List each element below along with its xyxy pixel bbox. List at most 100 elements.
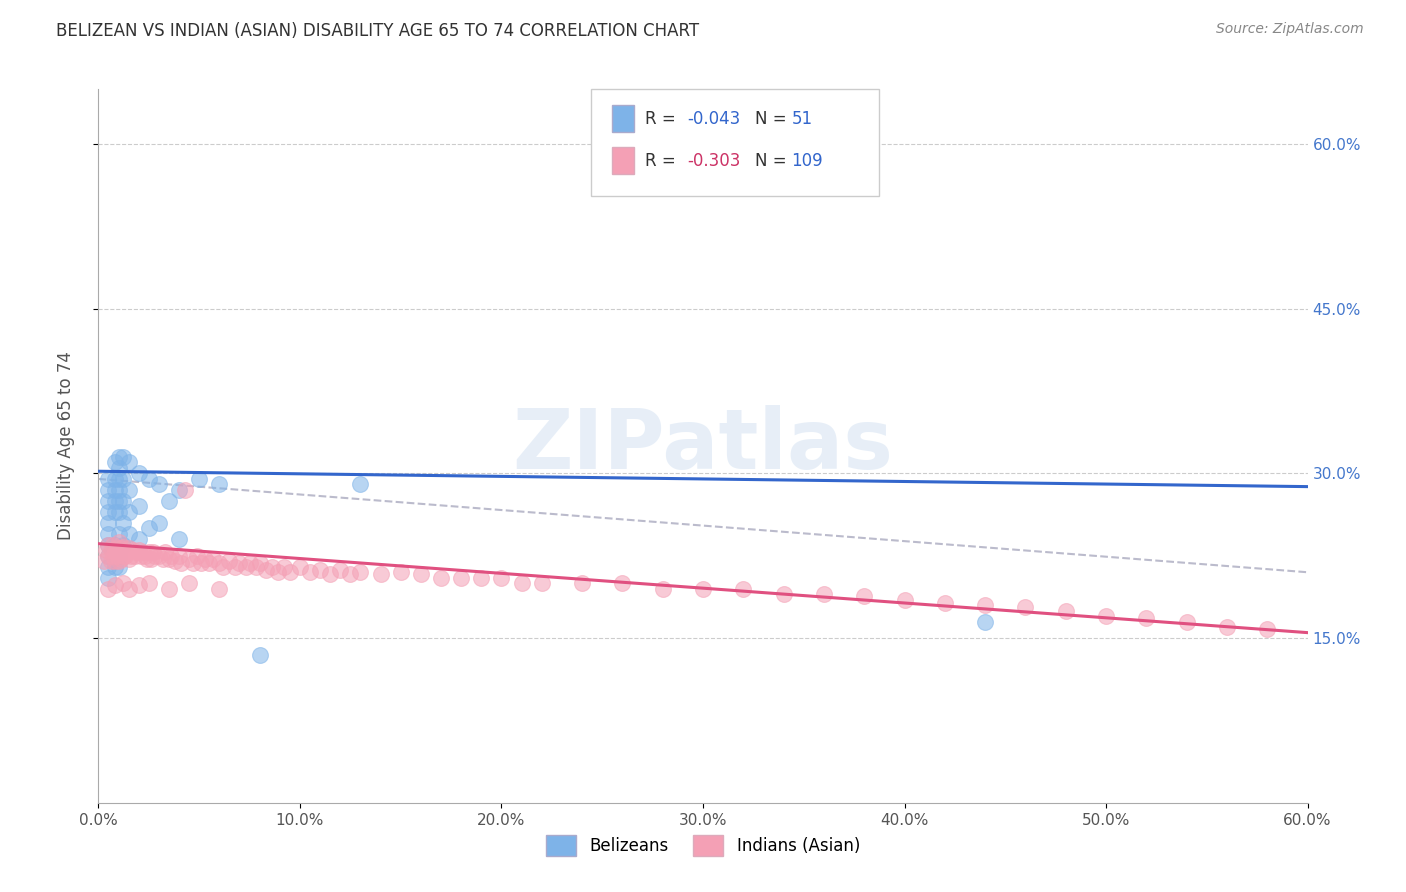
Point <box>103 483 125 497</box>
Point <box>198 557 221 571</box>
Point <box>974 615 997 629</box>
Point <box>118 483 141 497</box>
Point <box>103 578 125 592</box>
Point <box>107 505 129 519</box>
Point <box>974 598 997 612</box>
Point <box>111 494 134 508</box>
Point <box>1095 609 1118 624</box>
Point <box>692 582 714 596</box>
Text: R =: R = <box>645 152 682 169</box>
Point <box>470 571 492 585</box>
Text: 109: 109 <box>792 152 823 169</box>
Point <box>208 557 231 571</box>
Point <box>128 543 150 558</box>
Point <box>107 483 129 497</box>
Point <box>101 549 124 563</box>
Point <box>138 545 160 559</box>
Point <box>129 549 152 563</box>
Point <box>110 541 132 555</box>
Point <box>128 533 150 547</box>
Point <box>651 582 673 596</box>
Point <box>148 549 170 563</box>
Point <box>148 516 170 530</box>
Point <box>138 472 160 486</box>
Point <box>103 455 125 469</box>
Point <box>97 538 120 552</box>
Point <box>249 557 271 571</box>
Point <box>97 549 120 563</box>
Point <box>273 559 295 574</box>
Point <box>107 554 129 568</box>
Point <box>105 541 128 555</box>
Point <box>152 552 174 566</box>
Point <box>612 576 634 591</box>
Point <box>1175 615 1198 629</box>
Text: 51: 51 <box>792 110 813 128</box>
Point <box>97 526 120 541</box>
Point <box>370 567 392 582</box>
Point <box>97 571 120 585</box>
Point <box>97 582 120 596</box>
Point <box>97 549 120 563</box>
Point <box>124 549 146 563</box>
Text: Source: ZipAtlas.com: Source: ZipAtlas.com <box>1216 22 1364 37</box>
Point <box>103 494 125 508</box>
Point <box>167 549 190 563</box>
Point <box>111 576 134 591</box>
Y-axis label: Disability Age 65 to 74: Disability Age 65 to 74 <box>56 351 75 541</box>
Point <box>132 545 155 559</box>
Point <box>174 483 197 497</box>
Point <box>97 483 120 497</box>
Legend: Belizeans, Indians (Asian): Belizeans, Indians (Asian) <box>538 829 868 863</box>
Point <box>179 576 201 591</box>
Point <box>103 559 125 574</box>
Point <box>228 557 250 571</box>
Point <box>288 559 311 574</box>
Point <box>157 582 180 596</box>
Point <box>125 545 148 559</box>
Point <box>339 567 361 582</box>
Point <box>349 477 371 491</box>
Point <box>208 477 231 491</box>
Point <box>118 526 141 541</box>
Point <box>111 472 134 486</box>
Point <box>100 543 122 558</box>
Point <box>107 559 129 574</box>
Point <box>101 538 124 552</box>
Point <box>260 559 283 574</box>
Point <box>148 477 170 491</box>
Point <box>103 505 125 519</box>
Point <box>813 587 835 601</box>
Point <box>160 549 183 563</box>
Point <box>103 554 125 568</box>
Point <box>118 455 141 469</box>
Point <box>118 541 141 555</box>
Point <box>208 582 231 596</box>
Point <box>103 538 125 552</box>
Point <box>97 559 120 574</box>
Point <box>107 472 129 486</box>
Point <box>153 545 176 559</box>
Point <box>97 494 120 508</box>
Point <box>128 467 150 481</box>
Point <box>107 450 129 464</box>
Point <box>235 559 257 574</box>
Point <box>93 554 115 568</box>
Point <box>103 472 125 486</box>
Point <box>571 576 593 591</box>
Point <box>128 500 150 514</box>
Point <box>349 566 371 580</box>
Point <box>239 557 262 571</box>
Point <box>97 538 120 552</box>
Point <box>188 472 211 486</box>
Point <box>245 559 267 574</box>
Point <box>167 533 190 547</box>
Point <box>934 596 956 610</box>
Point <box>278 566 301 580</box>
Point <box>409 567 432 582</box>
Point <box>107 549 129 563</box>
Point <box>893 592 915 607</box>
Point <box>111 516 134 530</box>
Point <box>110 552 132 566</box>
Point <box>107 534 129 549</box>
